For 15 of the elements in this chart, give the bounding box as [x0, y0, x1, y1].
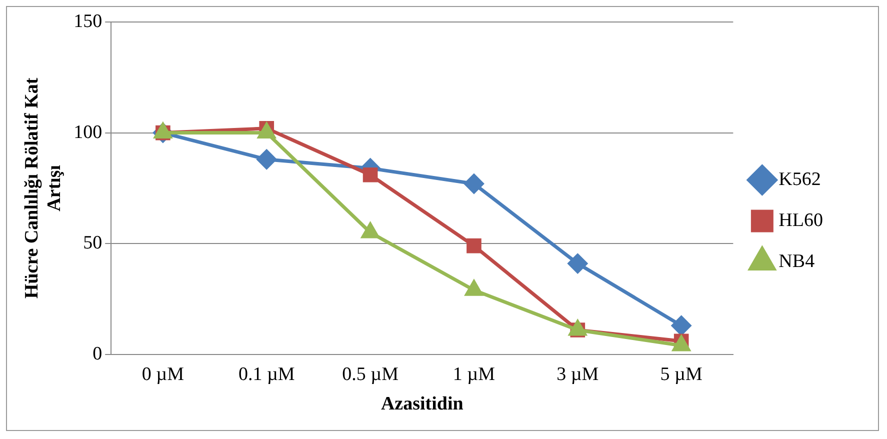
- x-tick-label: 1 µM: [452, 364, 496, 385]
- legend-label: K562: [778, 168, 821, 190]
- x-axis-title: Azasitidin: [380, 394, 464, 415]
- y-axis-title: Hücre Canlılığı Rölatif Kat Artışı: [21, 77, 66, 299]
- x-tick-label: 0 µM: [142, 364, 184, 385]
- y-tick-label: 50: [83, 232, 102, 254]
- x-tick-label: 5 µM: [660, 364, 702, 385]
- y-tick-label: 0: [92, 343, 102, 364]
- x-tick-label: 0.1 µM: [238, 364, 295, 385]
- y-tick-label: 150: [74, 10, 102, 32]
- x-tick-label: 3 µM: [556, 364, 599, 385]
- legend-label: NB4: [778, 250, 816, 272]
- x-tick-label: 0.5 µM: [342, 364, 399, 385]
- y-tick-label: 100: [74, 122, 102, 143]
- legend-label: HL60: [778, 210, 823, 231]
